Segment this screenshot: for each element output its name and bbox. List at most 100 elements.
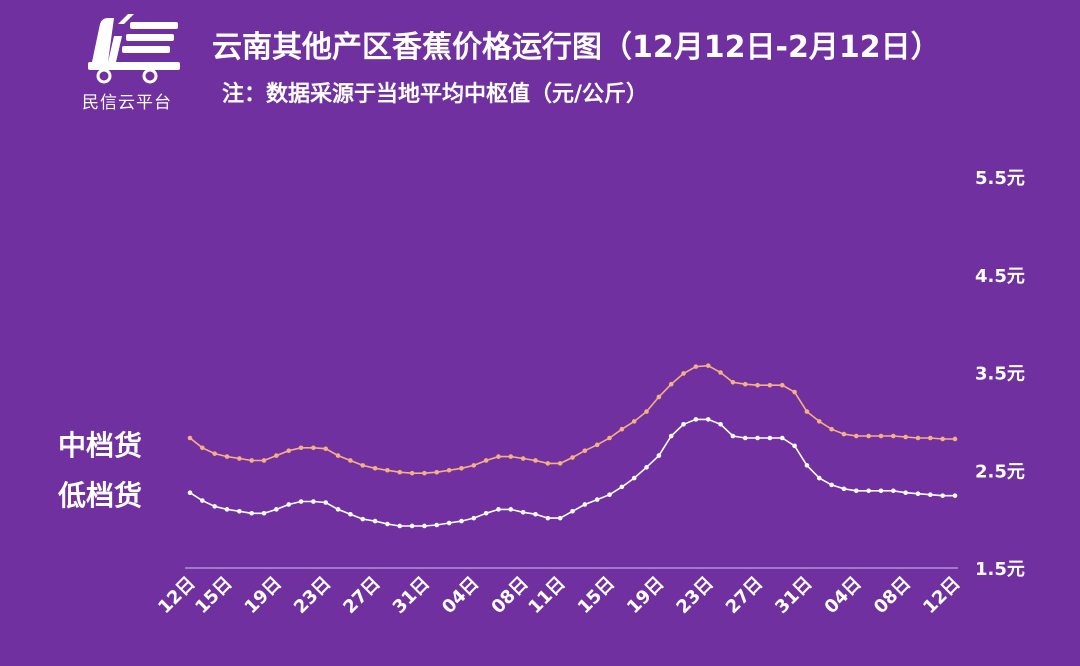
x-tick-label: 15日 [574, 573, 619, 618]
x-tick-label: 23日 [672, 573, 717, 618]
data-point [237, 509, 242, 514]
data-point [779, 382, 785, 388]
data-point [730, 433, 736, 439]
data-point [631, 475, 637, 481]
data-point [644, 409, 649, 414]
data-point [520, 509, 526, 515]
data-point [903, 434, 908, 440]
chart-title: 云南其他产区香蕉价格运行图（12月12日-2月12日） [212, 30, 941, 65]
data-point [261, 510, 267, 516]
data-point [841, 486, 847, 492]
data-point [187, 490, 193, 496]
data-point [471, 515, 477, 521]
data-point [483, 458, 489, 463]
data-point [878, 488, 884, 494]
data-point [372, 465, 378, 471]
data-point [681, 422, 686, 427]
x-tick-label: 12日 [919, 573, 964, 618]
data-point [878, 433, 884, 439]
data-point [212, 451, 217, 456]
data-point [792, 389, 797, 395]
data-point [286, 502, 292, 507]
data-point [816, 419, 822, 424]
x-tick-label: 27日 [339, 573, 384, 618]
data-point [372, 518, 378, 524]
data-point [804, 463, 810, 468]
data-point [891, 488, 896, 494]
x-tick-label: 31日 [389, 573, 434, 618]
data-point [323, 500, 329, 505]
data-point [582, 448, 588, 454]
data-point [570, 509, 575, 514]
data-point [853, 488, 859, 494]
data-point [348, 511, 353, 517]
data-point [261, 458, 267, 463]
data-point [792, 443, 797, 449]
chart-subtitle: 注：数据采源于当地平均中枢值（元/公斤） [222, 82, 649, 107]
data-point [422, 523, 427, 529]
data-point [891, 433, 896, 439]
x-tick-label: 12日 [154, 573, 199, 618]
data-point [656, 453, 662, 458]
data-point [644, 465, 649, 470]
x-tick-label: 27日 [722, 573, 767, 618]
data-point [853, 433, 859, 439]
x-tick-label: 19日 [623, 573, 668, 618]
data-point [915, 435, 921, 441]
data-point [459, 518, 464, 524]
data-point [928, 435, 933, 441]
data-point [693, 364, 699, 369]
y-tick-label: 5.5元 [975, 168, 1025, 189]
x-tick-label: 23日 [290, 573, 335, 618]
data-point [755, 382, 760, 388]
data-point [730, 379, 736, 385]
data-point [360, 516, 366, 522]
data-point [224, 454, 230, 459]
data-point [718, 422, 723, 427]
data-point [323, 446, 329, 452]
data-point [508, 454, 514, 459]
data-point [742, 435, 748, 441]
data-point [607, 492, 612, 497]
data-point [249, 458, 254, 463]
data-point [829, 482, 834, 488]
x-tick-label: 08日 [870, 573, 915, 618]
x-tick-label: 11日 [524, 573, 569, 618]
data-point [348, 458, 353, 463]
data-point [668, 433, 674, 439]
data-point [446, 520, 452, 526]
data-point [841, 431, 847, 437]
data-point [570, 455, 575, 460]
data-point [187, 435, 193, 441]
data-point [237, 456, 242, 461]
data-point [496, 454, 501, 459]
data-point [619, 484, 625, 490]
data-point [335, 453, 341, 458]
data-point [459, 465, 464, 471]
data-point [298, 445, 304, 451]
data-point [483, 510, 489, 516]
data-point [594, 442, 600, 448]
legend-low-grade: 低档货 [58, 479, 143, 512]
data-point [385, 521, 390, 527]
data-point [557, 515, 563, 521]
data-point [681, 371, 686, 376]
y-tick-label: 3.5元 [975, 364, 1025, 385]
data-point [668, 381, 674, 387]
data-point [582, 502, 588, 507]
data-point [533, 511, 538, 517]
data-point [397, 469, 403, 475]
y-tick-label: 2.5元 [975, 461, 1025, 482]
data-point [557, 461, 563, 466]
data-point [767, 435, 773, 441]
data-point [866, 488, 871, 494]
data-point [496, 507, 501, 512]
data-point [952, 493, 958, 498]
data-point [409, 470, 415, 476]
data-point [718, 370, 723, 375]
data-point [224, 507, 230, 512]
data-point [545, 515, 551, 521]
data-point [520, 456, 526, 461]
data-point [915, 491, 921, 497]
